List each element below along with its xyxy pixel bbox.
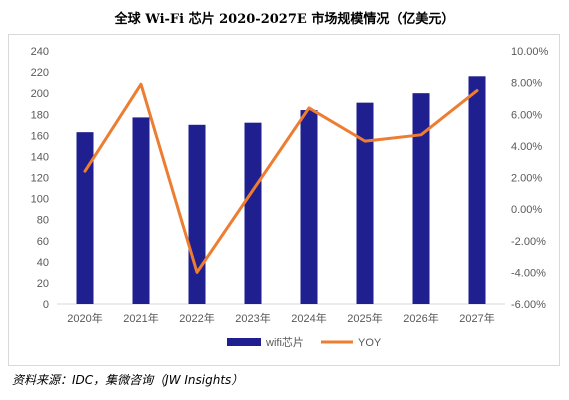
y-left-tick-label: 80 bbox=[37, 215, 49, 227]
y-left-tick-label: 120 bbox=[31, 173, 49, 185]
y-left-tick-label: 200 bbox=[31, 88, 49, 100]
y-right-tick-label: 6.00% bbox=[511, 109, 542, 121]
bar bbox=[132, 117, 150, 304]
bar bbox=[244, 122, 262, 304]
y-right-tick-label: 8.00% bbox=[511, 78, 542, 90]
bar bbox=[412, 93, 430, 304]
y-left-tick-label: 20 bbox=[37, 278, 49, 290]
y-right-tick-label: -2.00% bbox=[511, 236, 546, 248]
x-tick-label: 2022年 bbox=[179, 311, 214, 325]
bar bbox=[76, 132, 94, 304]
y-right-tick-label: -6.00% bbox=[511, 299, 546, 311]
legend-swatch-wifi bbox=[227, 338, 261, 346]
bar bbox=[188, 124, 206, 305]
legend-label-yoy: YOY bbox=[358, 337, 382, 349]
y-right-tick-label: 2.00% bbox=[511, 173, 542, 185]
bar bbox=[468, 76, 486, 304]
y-right-tick-label: 10.00% bbox=[511, 46, 549, 58]
x-tick-label: 2024年 bbox=[291, 311, 326, 325]
x-tick-label: 2025年 bbox=[347, 311, 382, 325]
y-left-tick-label: 100 bbox=[31, 194, 49, 206]
y-left-tick-label: 240 bbox=[31, 46, 49, 58]
y-left-tick-label: 220 bbox=[31, 67, 49, 79]
x-tick-label: 2021年 bbox=[123, 311, 158, 325]
y-left-tick-label: 40 bbox=[37, 257, 49, 269]
legend-label-wifi: wifi芯片 bbox=[265, 335, 304, 349]
bar bbox=[300, 110, 318, 305]
bar bbox=[356, 102, 374, 304]
source-note: 资料来源：IDC，集微咨询（JW Insights） bbox=[12, 373, 244, 387]
x-tick-label: 2020年 bbox=[67, 311, 102, 325]
x-tick-label: 2023年 bbox=[235, 311, 270, 325]
chart-frame: 0 20 40 60 80 100 120 140 160 180 200 220 240 -6.00% -… bbox=[8, 34, 560, 366]
y-right-tick-label: -4.00% bbox=[511, 267, 546, 279]
yoy-line bbox=[83, 82, 479, 274]
chart-svg: 0 20 40 60 80 100 120 140 160 180 200 220 240 -6.00% -… bbox=[31, 46, 549, 349]
chart-title: 全球 Wi-Fi 芯片 2020-2027E 市场规模情况（亿美元） bbox=[114, 12, 455, 27]
y-left-tick-label: 60 bbox=[37, 236, 49, 248]
y-left-tick-label: 180 bbox=[31, 109, 49, 121]
y-right-tick-label: 0.00% bbox=[511, 204, 542, 216]
y-left-tick-label: 140 bbox=[31, 151, 49, 163]
y-left-tick-label: 0 bbox=[43, 299, 49, 311]
x-tick-label: 2026年 bbox=[403, 311, 438, 325]
y-right-tick-label: 4.00% bbox=[511, 141, 542, 153]
x-tick-label: 2027年 bbox=[459, 311, 494, 325]
y-left-tick-label: 160 bbox=[31, 130, 49, 142]
